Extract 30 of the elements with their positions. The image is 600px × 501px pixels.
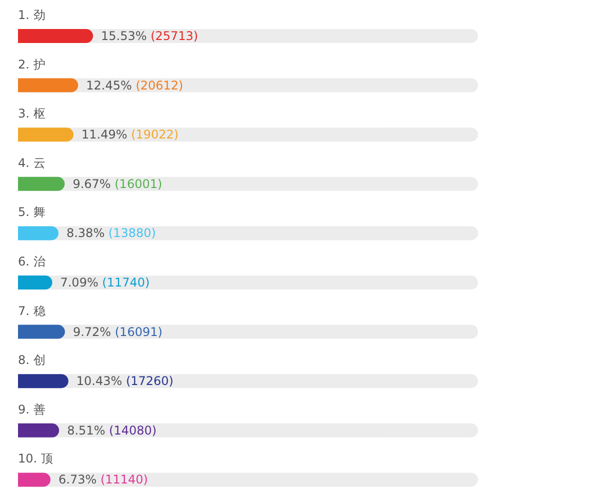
y-tick-label: 3. 枢: [18, 106, 46, 121]
y-tick-label: 8. 创: [18, 353, 46, 368]
y-tick-label: 2. 护: [18, 57, 46, 72]
data-label: 8.38% (13880): [66, 226, 156, 240]
y-tick-label: 1. 劲: [18, 8, 46, 22]
y-tick-label: 5. 舞: [18, 205, 46, 220]
data-label: 8.51% (14080): [67, 423, 157, 438]
bar: [18, 29, 93, 43]
y-tick-label: 7. 稳: [18, 304, 46, 318]
y-tick-label: 9. 善: [18, 402, 46, 416]
bar: [18, 128, 74, 142]
bar: [18, 324, 65, 339]
bar: [18, 472, 50, 487]
y-tick-label: 10. 顶: [18, 452, 53, 466]
data-label: 6.73% (11140): [58, 472, 148, 487]
data-label: 11.49% (19022): [81, 128, 179, 142]
data-label: 7.09% (11740): [60, 276, 150, 290]
bar: [18, 423, 60, 438]
data-label: 10.43% (17260): [76, 374, 174, 388]
bar: [18, 276, 52, 290]
bar: [18, 226, 58, 240]
data-label: 15.53% (25713): [101, 29, 198, 43]
data-label: 12.45% (20612): [86, 78, 184, 92]
bar: [18, 176, 65, 191]
y-tick-label: 4. 云: [18, 156, 46, 170]
bar: [18, 78, 78, 92]
bar: [18, 374, 68, 388]
data-label: 9.67% (16001): [72, 176, 162, 191]
y-tick-label: 6. 治: [18, 254, 46, 268]
data-label: 9.72% (16091): [72, 324, 162, 339]
